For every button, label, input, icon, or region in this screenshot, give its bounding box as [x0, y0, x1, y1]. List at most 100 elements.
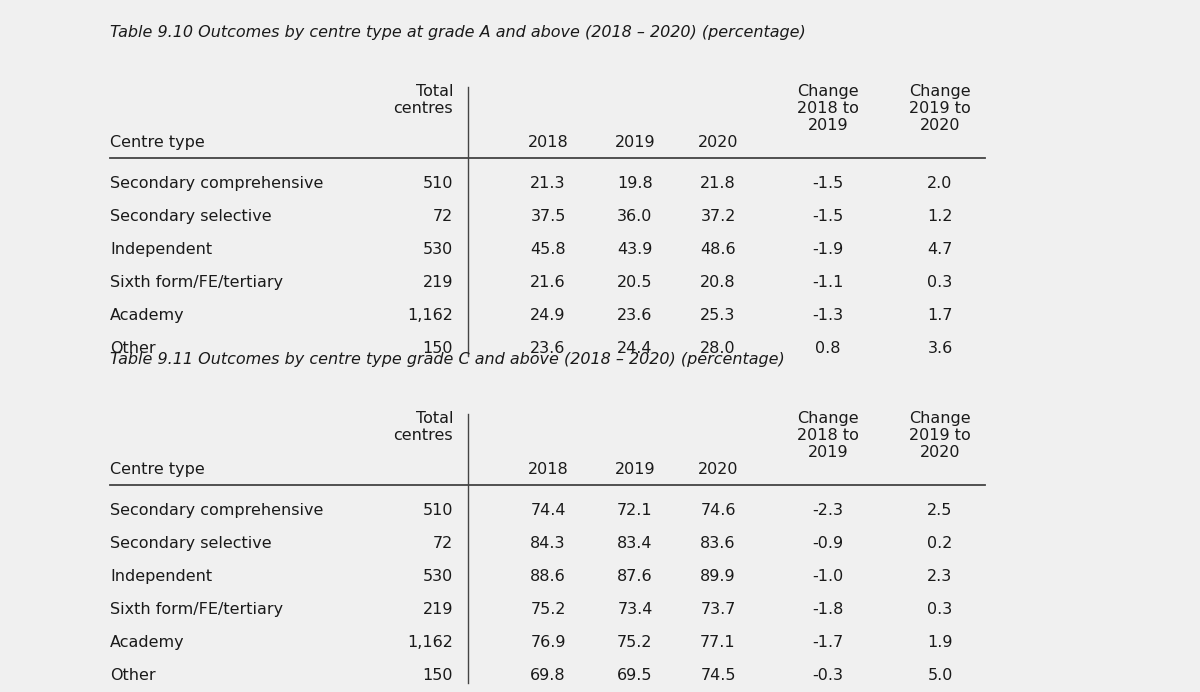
- Text: Secondary selective: Secondary selective: [110, 536, 271, 552]
- Text: 2020: 2020: [697, 462, 738, 477]
- Text: -2.3: -2.3: [812, 503, 844, 518]
- Text: centres: centres: [394, 428, 454, 443]
- Text: 1.9: 1.9: [928, 635, 953, 650]
- Text: 510: 510: [422, 176, 454, 191]
- Text: 150: 150: [422, 668, 454, 683]
- Text: 530: 530: [422, 242, 454, 257]
- Text: 25.3: 25.3: [701, 308, 736, 323]
- Text: 219: 219: [422, 602, 454, 617]
- Text: Academy: Academy: [110, 635, 185, 650]
- Text: 510: 510: [422, 503, 454, 518]
- Text: 87.6: 87.6: [617, 570, 653, 584]
- Text: Sixth form/FE/tertiary: Sixth form/FE/tertiary: [110, 275, 283, 290]
- Text: -0.9: -0.9: [812, 536, 844, 552]
- Text: 74.6: 74.6: [701, 503, 736, 518]
- Text: Independent: Independent: [110, 242, 212, 257]
- Text: Change: Change: [797, 411, 859, 426]
- Text: 24.9: 24.9: [530, 308, 565, 323]
- Text: -1.5: -1.5: [812, 176, 844, 191]
- Text: 2.3: 2.3: [928, 570, 953, 584]
- Text: 76.9: 76.9: [530, 635, 565, 650]
- Text: Other: Other: [110, 341, 156, 356]
- Text: Other: Other: [110, 668, 156, 683]
- Text: 37.2: 37.2: [701, 209, 736, 224]
- Text: 83.4: 83.4: [617, 536, 653, 552]
- Text: 4.7: 4.7: [928, 242, 953, 257]
- Text: centres: centres: [394, 101, 454, 116]
- Text: 83.6: 83.6: [701, 536, 736, 552]
- Text: 1.2: 1.2: [928, 209, 953, 224]
- Text: 74.5: 74.5: [701, 668, 736, 683]
- Text: Total: Total: [415, 411, 454, 426]
- Text: 2020: 2020: [697, 135, 738, 150]
- Text: -1.5: -1.5: [812, 209, 844, 224]
- Text: 69.8: 69.8: [530, 668, 566, 683]
- Text: 2.5: 2.5: [928, 503, 953, 518]
- Text: Change: Change: [910, 84, 971, 99]
- Text: 2020: 2020: [919, 445, 960, 460]
- Text: 2018 to: 2018 to: [797, 101, 859, 116]
- Text: 1,162: 1,162: [407, 308, 454, 323]
- Text: 2018: 2018: [528, 462, 569, 477]
- Text: 219: 219: [422, 275, 454, 290]
- Text: 36.0: 36.0: [617, 209, 653, 224]
- Text: 20.5: 20.5: [617, 275, 653, 290]
- Text: 73.7: 73.7: [701, 602, 736, 617]
- Text: Table 9.11 Outcomes by centre type grade C and above (2018 – 2020) (percentage): Table 9.11 Outcomes by centre type grade…: [110, 352, 785, 367]
- Text: Secondary comprehensive: Secondary comprehensive: [110, 503, 323, 518]
- Text: 2018 to: 2018 to: [797, 428, 859, 443]
- Text: 48.6: 48.6: [700, 242, 736, 257]
- Text: 20.8: 20.8: [700, 275, 736, 290]
- Text: 2019: 2019: [808, 118, 848, 133]
- Text: Change: Change: [910, 411, 971, 426]
- Text: 0.2: 0.2: [928, 536, 953, 552]
- Text: Sixth form/FE/tertiary: Sixth form/FE/tertiary: [110, 602, 283, 617]
- Text: 21.6: 21.6: [530, 275, 566, 290]
- Text: -0.3: -0.3: [812, 668, 844, 683]
- Text: 1.7: 1.7: [928, 308, 953, 323]
- Text: 1,162: 1,162: [407, 635, 454, 650]
- Text: Secondary comprehensive: Secondary comprehensive: [110, 176, 323, 191]
- Text: -1.7: -1.7: [812, 635, 844, 650]
- Text: Centre type: Centre type: [110, 462, 205, 477]
- Text: 69.5: 69.5: [617, 668, 653, 683]
- Text: 0.3: 0.3: [928, 275, 953, 290]
- Text: 0.8: 0.8: [815, 341, 841, 356]
- Text: 77.1: 77.1: [700, 635, 736, 650]
- Text: 24.4: 24.4: [617, 341, 653, 356]
- Text: 37.5: 37.5: [530, 209, 565, 224]
- Text: -1.1: -1.1: [812, 275, 844, 290]
- Text: 23.6: 23.6: [530, 341, 565, 356]
- Text: 45.8: 45.8: [530, 242, 566, 257]
- Text: 72: 72: [433, 209, 454, 224]
- Text: 88.6: 88.6: [530, 570, 566, 584]
- Text: 72.1: 72.1: [617, 503, 653, 518]
- Text: 72: 72: [433, 536, 454, 552]
- Text: Independent: Independent: [110, 570, 212, 584]
- Text: 75.2: 75.2: [617, 635, 653, 650]
- Text: Centre type: Centre type: [110, 135, 205, 150]
- Text: 2019: 2019: [808, 445, 848, 460]
- Text: Change: Change: [797, 84, 859, 99]
- Text: 2020: 2020: [919, 118, 960, 133]
- Text: 73.4: 73.4: [617, 602, 653, 617]
- Text: 21.3: 21.3: [530, 176, 565, 191]
- Text: 3.6: 3.6: [928, 341, 953, 356]
- Text: 74.4: 74.4: [530, 503, 565, 518]
- Text: 0.3: 0.3: [928, 602, 953, 617]
- Text: -1.8: -1.8: [812, 602, 844, 617]
- Text: 2019 to: 2019 to: [910, 428, 971, 443]
- Text: 84.3: 84.3: [530, 536, 565, 552]
- Text: -1.9: -1.9: [812, 242, 844, 257]
- Text: Secondary selective: Secondary selective: [110, 209, 271, 224]
- Text: 2019: 2019: [614, 135, 655, 150]
- Text: 19.8: 19.8: [617, 176, 653, 191]
- Text: 21.8: 21.8: [700, 176, 736, 191]
- Text: 89.9: 89.9: [700, 570, 736, 584]
- Text: 28.0: 28.0: [700, 341, 736, 356]
- Text: Academy: Academy: [110, 308, 185, 323]
- Text: 2019 to: 2019 to: [910, 101, 971, 116]
- Text: 43.9: 43.9: [617, 242, 653, 257]
- Text: 150: 150: [422, 341, 454, 356]
- Text: 530: 530: [422, 570, 454, 584]
